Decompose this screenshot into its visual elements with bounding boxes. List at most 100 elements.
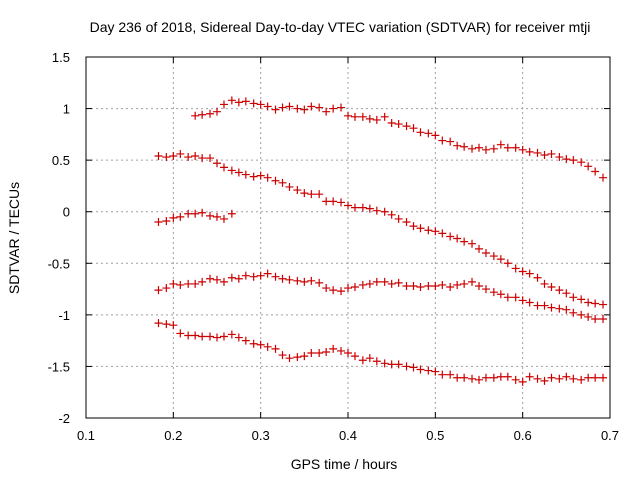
data-point	[555, 374, 564, 383]
data-point	[169, 152, 178, 161]
data-point	[198, 208, 207, 217]
data-point	[547, 283, 556, 292]
data-point	[562, 372, 571, 381]
data-point	[293, 276, 302, 285]
data-point	[503, 143, 512, 152]
data-point	[219, 163, 228, 172]
data-point	[453, 141, 462, 150]
data-point	[599, 373, 608, 382]
data-point	[227, 166, 236, 175]
data-point	[176, 280, 185, 289]
data-point	[365, 279, 374, 288]
data-point	[198, 332, 207, 341]
series-4	[154, 269, 608, 323]
data-point	[256, 171, 265, 180]
data-point	[540, 150, 549, 159]
data-point	[213, 275, 221, 284]
data-point	[533, 273, 542, 282]
data-point	[285, 354, 294, 363]
data-point	[518, 377, 527, 386]
data-point	[584, 298, 593, 307]
data-point	[300, 277, 309, 286]
data-point	[256, 271, 265, 280]
data-point	[569, 374, 578, 383]
data-point	[446, 232, 455, 241]
data-point	[584, 312, 593, 321]
data-point	[584, 162, 593, 171]
data-point	[416, 365, 425, 374]
data-point	[300, 105, 309, 114]
data-point	[337, 287, 346, 296]
data-point	[249, 272, 258, 281]
data-point	[489, 144, 498, 153]
data-point	[468, 374, 477, 383]
data-point	[285, 182, 294, 191]
data-point	[453, 280, 462, 289]
y-tick-label: -2	[58, 411, 70, 426]
data-point	[315, 103, 324, 112]
data-point	[191, 111, 200, 120]
data-point	[496, 255, 505, 264]
data-point	[394, 360, 403, 369]
data-point	[350, 112, 359, 121]
data-point	[438, 229, 447, 238]
data-point	[162, 153, 171, 162]
data-point	[271, 105, 280, 114]
data-point	[409, 281, 418, 290]
data-point	[191, 279, 200, 288]
data-point	[402, 122, 411, 131]
data-point	[241, 271, 250, 280]
data-point	[344, 111, 352, 120]
data-point	[169, 279, 178, 288]
data-point	[322, 347, 331, 356]
data-point	[227, 273, 236, 282]
data-point	[315, 190, 324, 199]
data-point	[569, 293, 578, 302]
data-point	[533, 301, 542, 310]
data-point	[213, 333, 221, 342]
y-tick-label: -0.5	[48, 256, 70, 271]
data-point	[184, 153, 193, 162]
data-point	[344, 201, 352, 210]
data-point	[278, 351, 287, 360]
data-point	[198, 277, 207, 286]
data-point	[350, 203, 359, 212]
data-point	[234, 333, 243, 342]
data-point	[475, 143, 483, 152]
data-point	[337, 346, 346, 355]
data-point	[387, 119, 396, 128]
data-point	[599, 300, 608, 309]
data-point	[525, 372, 534, 381]
data-point	[533, 148, 542, 157]
data-point	[496, 290, 505, 299]
data-point	[424, 129, 433, 138]
data-point	[518, 145, 527, 154]
data-point	[438, 280, 447, 289]
data-point	[577, 375, 586, 384]
data-point	[468, 239, 477, 248]
data-point	[329, 104, 338, 113]
axis-ticks	[85, 56, 611, 419]
data-point	[300, 189, 309, 198]
data-point	[169, 213, 178, 222]
data-point	[322, 107, 331, 116]
data-point	[256, 340, 265, 349]
data-point	[206, 274, 215, 283]
data-point	[271, 344, 280, 353]
data-point	[184, 209, 193, 218]
data-point	[562, 305, 571, 314]
data-point	[256, 100, 265, 109]
data-point	[184, 279, 193, 288]
data-point	[387, 210, 396, 219]
data-point	[176, 329, 185, 338]
data-point	[468, 144, 477, 153]
data-point	[154, 319, 163, 328]
data-point	[394, 278, 403, 287]
data-point	[263, 173, 272, 182]
data-point	[315, 278, 324, 287]
data-point	[577, 310, 586, 319]
data-point	[372, 357, 381, 366]
data-point	[453, 234, 462, 243]
x-tick-labels: 0.1 0.2 0.3 0.4 0.5 0.6 0.7	[77, 428, 619, 443]
data-point	[337, 198, 346, 207]
